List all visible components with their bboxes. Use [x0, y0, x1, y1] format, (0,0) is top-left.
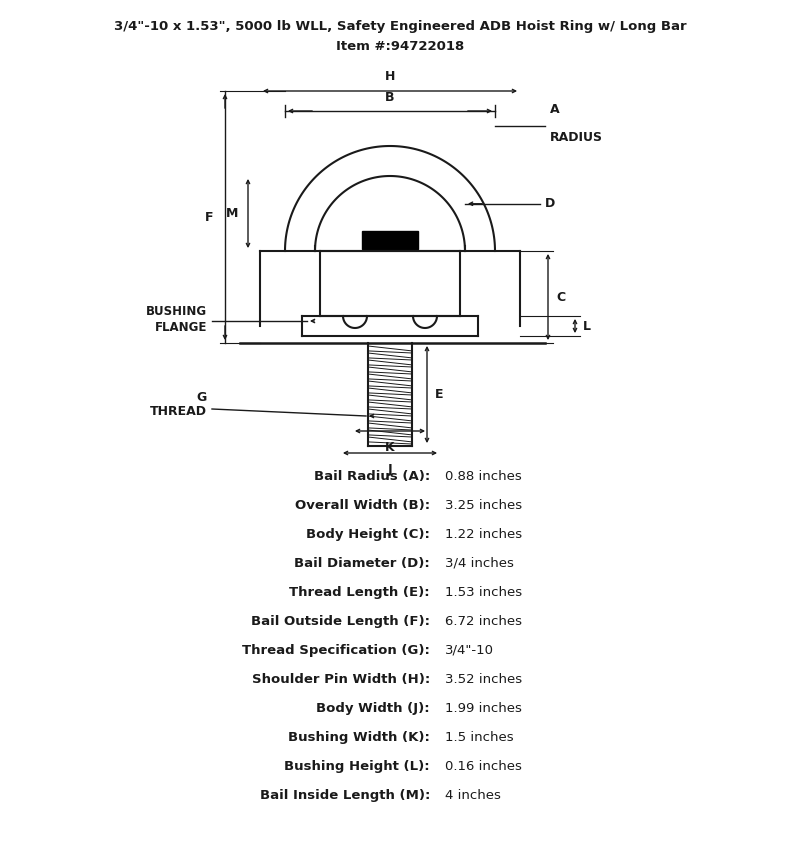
Text: Body Height (C):: Body Height (C): [306, 528, 430, 541]
Text: D: D [545, 197, 555, 211]
Text: Overall Width (B):: Overall Width (B): [295, 498, 430, 512]
Text: E: E [435, 388, 443, 401]
Text: Item #:94722018: Item #:94722018 [336, 40, 464, 52]
Text: 1.99 inches: 1.99 inches [445, 701, 522, 715]
Text: G: G [197, 391, 207, 404]
Text: 6.72 inches: 6.72 inches [445, 614, 522, 628]
Text: J: J [388, 463, 392, 476]
Text: Shoulder Pin Width (H):: Shoulder Pin Width (H): [252, 673, 430, 685]
Text: Bail Diameter (D):: Bail Diameter (D): [294, 557, 430, 569]
Text: L: L [583, 320, 591, 332]
Text: 1.22 inches: 1.22 inches [445, 528, 522, 541]
Text: Thread Length (E):: Thread Length (E): [290, 585, 430, 598]
Text: Thread Specification (G):: Thread Specification (G): [242, 644, 430, 656]
Text: 3.52 inches: 3.52 inches [445, 673, 522, 685]
Text: 0.88 inches: 0.88 inches [445, 470, 522, 482]
Text: K: K [385, 441, 395, 454]
Text: Body Width (J):: Body Width (J): [316, 701, 430, 715]
Text: 3/4 inches: 3/4 inches [445, 557, 514, 569]
Text: 1.53 inches: 1.53 inches [445, 585, 522, 598]
Text: A: A [550, 103, 560, 116]
Text: Bail Inside Length (M):: Bail Inside Length (M): [260, 788, 430, 801]
Text: BUSHING: BUSHING [146, 305, 207, 317]
Text: 4 inches: 4 inches [445, 788, 501, 801]
Text: H: H [385, 70, 395, 83]
Text: C: C [556, 290, 565, 304]
Text: F: F [205, 211, 213, 223]
Text: 0.16 inches: 0.16 inches [445, 760, 522, 772]
Polygon shape [362, 231, 418, 249]
Text: THREAD: THREAD [150, 404, 207, 417]
Text: 3/4"-10 x 1.53", 5000 lb WLL, Safety Engineered ADB Hoist Ring w/ Long Bar: 3/4"-10 x 1.53", 5000 lb WLL, Safety Eng… [114, 19, 686, 32]
Text: Bail Outside Length (F):: Bail Outside Length (F): [251, 614, 430, 628]
Text: FLANGE: FLANGE [154, 321, 207, 333]
Text: B: B [386, 91, 394, 104]
Text: 3/4"-10: 3/4"-10 [445, 644, 494, 656]
Text: Bushing Height (L):: Bushing Height (L): [284, 760, 430, 772]
Text: Bail Radius (A):: Bail Radius (A): [314, 470, 430, 482]
Text: 1.5 inches: 1.5 inches [445, 730, 514, 744]
Text: M: M [226, 207, 238, 220]
Text: 3.25 inches: 3.25 inches [445, 498, 522, 512]
Text: RADIUS: RADIUS [550, 131, 603, 144]
Text: Bushing Width (K):: Bushing Width (K): [288, 730, 430, 744]
